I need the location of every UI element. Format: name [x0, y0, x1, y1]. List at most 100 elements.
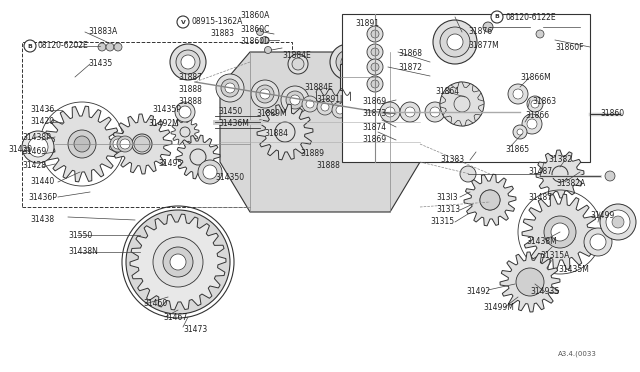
Circle shape — [517, 129, 523, 135]
Text: 31499M: 31499M — [483, 302, 514, 311]
Circle shape — [527, 119, 537, 129]
Circle shape — [126, 210, 230, 314]
Text: 31438N: 31438N — [68, 247, 98, 257]
Circle shape — [179, 106, 191, 118]
Circle shape — [113, 139, 123, 149]
Circle shape — [551, 223, 569, 241]
Circle shape — [292, 58, 304, 70]
Circle shape — [260, 89, 270, 99]
Text: 31550: 31550 — [68, 231, 92, 241]
Polygon shape — [220, 52, 420, 212]
Circle shape — [132, 134, 152, 154]
Text: 31487: 31487 — [528, 167, 552, 176]
Polygon shape — [464, 174, 516, 226]
Circle shape — [606, 210, 630, 234]
Text: 31440: 31440 — [30, 177, 54, 186]
Circle shape — [371, 80, 379, 88]
Circle shape — [170, 254, 186, 270]
Text: 31864: 31864 — [435, 87, 459, 96]
Circle shape — [405, 107, 415, 117]
Circle shape — [306, 100, 314, 108]
Circle shape — [336, 106, 344, 114]
Text: B: B — [28, 44, 33, 48]
Text: 31887: 31887 — [178, 73, 202, 81]
Circle shape — [347, 106, 363, 122]
Polygon shape — [522, 194, 598, 270]
Circle shape — [447, 89, 477, 119]
Text: 08120-6122E: 08120-6122E — [505, 13, 556, 22]
Circle shape — [24, 40, 36, 52]
Circle shape — [281, 86, 309, 114]
Text: 31315A: 31315A — [540, 250, 570, 260]
Circle shape — [536, 30, 544, 38]
Text: 31876: 31876 — [468, 28, 492, 36]
Circle shape — [98, 43, 106, 51]
Circle shape — [262, 36, 269, 44]
Circle shape — [367, 26, 383, 42]
Circle shape — [221, 79, 239, 97]
Text: 31873: 31873 — [362, 109, 386, 119]
Circle shape — [430, 107, 440, 117]
Text: 08120-6202E: 08120-6202E — [38, 42, 89, 51]
Circle shape — [367, 76, 383, 92]
Polygon shape — [500, 252, 560, 312]
Circle shape — [367, 59, 383, 75]
Circle shape — [480, 190, 500, 210]
Circle shape — [491, 11, 503, 23]
Text: 31436M: 31436M — [218, 119, 249, 128]
Circle shape — [106, 43, 114, 51]
Circle shape — [302, 96, 318, 112]
Circle shape — [546, 218, 574, 246]
Circle shape — [257, 29, 264, 35]
Circle shape — [544, 216, 576, 248]
Text: 31865: 31865 — [505, 145, 529, 154]
Text: 31888: 31888 — [178, 96, 202, 106]
Circle shape — [286, 91, 304, 109]
Circle shape — [385, 107, 395, 117]
Text: 31866M: 31866M — [520, 74, 551, 83]
Text: 31860A: 31860A — [240, 12, 269, 20]
Polygon shape — [440, 82, 484, 126]
Circle shape — [114, 43, 122, 51]
Circle shape — [163, 247, 193, 277]
Text: 31487: 31487 — [528, 192, 552, 202]
Circle shape — [74, 136, 90, 152]
Text: 31450: 31450 — [218, 108, 243, 116]
Text: 31435: 31435 — [88, 60, 112, 68]
Text: 31313: 31313 — [436, 205, 460, 215]
Text: 31473: 31473 — [183, 324, 207, 334]
Text: 31869: 31869 — [362, 135, 386, 144]
Circle shape — [251, 80, 279, 108]
Text: 31891: 31891 — [355, 19, 379, 29]
Circle shape — [22, 131, 54, 163]
Circle shape — [371, 63, 379, 71]
Text: 31492M: 31492M — [148, 119, 179, 128]
Circle shape — [117, 136, 133, 152]
Text: 31460: 31460 — [143, 299, 167, 308]
Circle shape — [176, 50, 200, 74]
Text: 31492: 31492 — [466, 288, 490, 296]
Circle shape — [590, 234, 606, 250]
Text: 31866: 31866 — [525, 112, 549, 121]
Text: 31499: 31499 — [590, 211, 614, 219]
Text: 31438M: 31438M — [526, 237, 557, 247]
Text: 31883: 31883 — [210, 29, 234, 38]
Polygon shape — [176, 135, 220, 179]
Text: 31888: 31888 — [316, 161, 340, 170]
Text: 31877M: 31877M — [468, 41, 499, 49]
Text: 314350: 314350 — [215, 173, 244, 182]
Bar — [340, 64, 378, 90]
Circle shape — [321, 103, 329, 111]
Text: 31868: 31868 — [398, 49, 422, 58]
Circle shape — [400, 102, 420, 122]
Circle shape — [153, 237, 203, 287]
Circle shape — [351, 110, 359, 118]
Text: 31860: 31860 — [600, 109, 624, 119]
Circle shape — [110, 136, 126, 152]
Text: 31889M: 31889M — [256, 109, 287, 119]
Circle shape — [160, 244, 196, 280]
Circle shape — [68, 130, 96, 158]
Circle shape — [531, 100, 539, 108]
Circle shape — [330, 44, 366, 80]
Circle shape — [288, 54, 308, 74]
